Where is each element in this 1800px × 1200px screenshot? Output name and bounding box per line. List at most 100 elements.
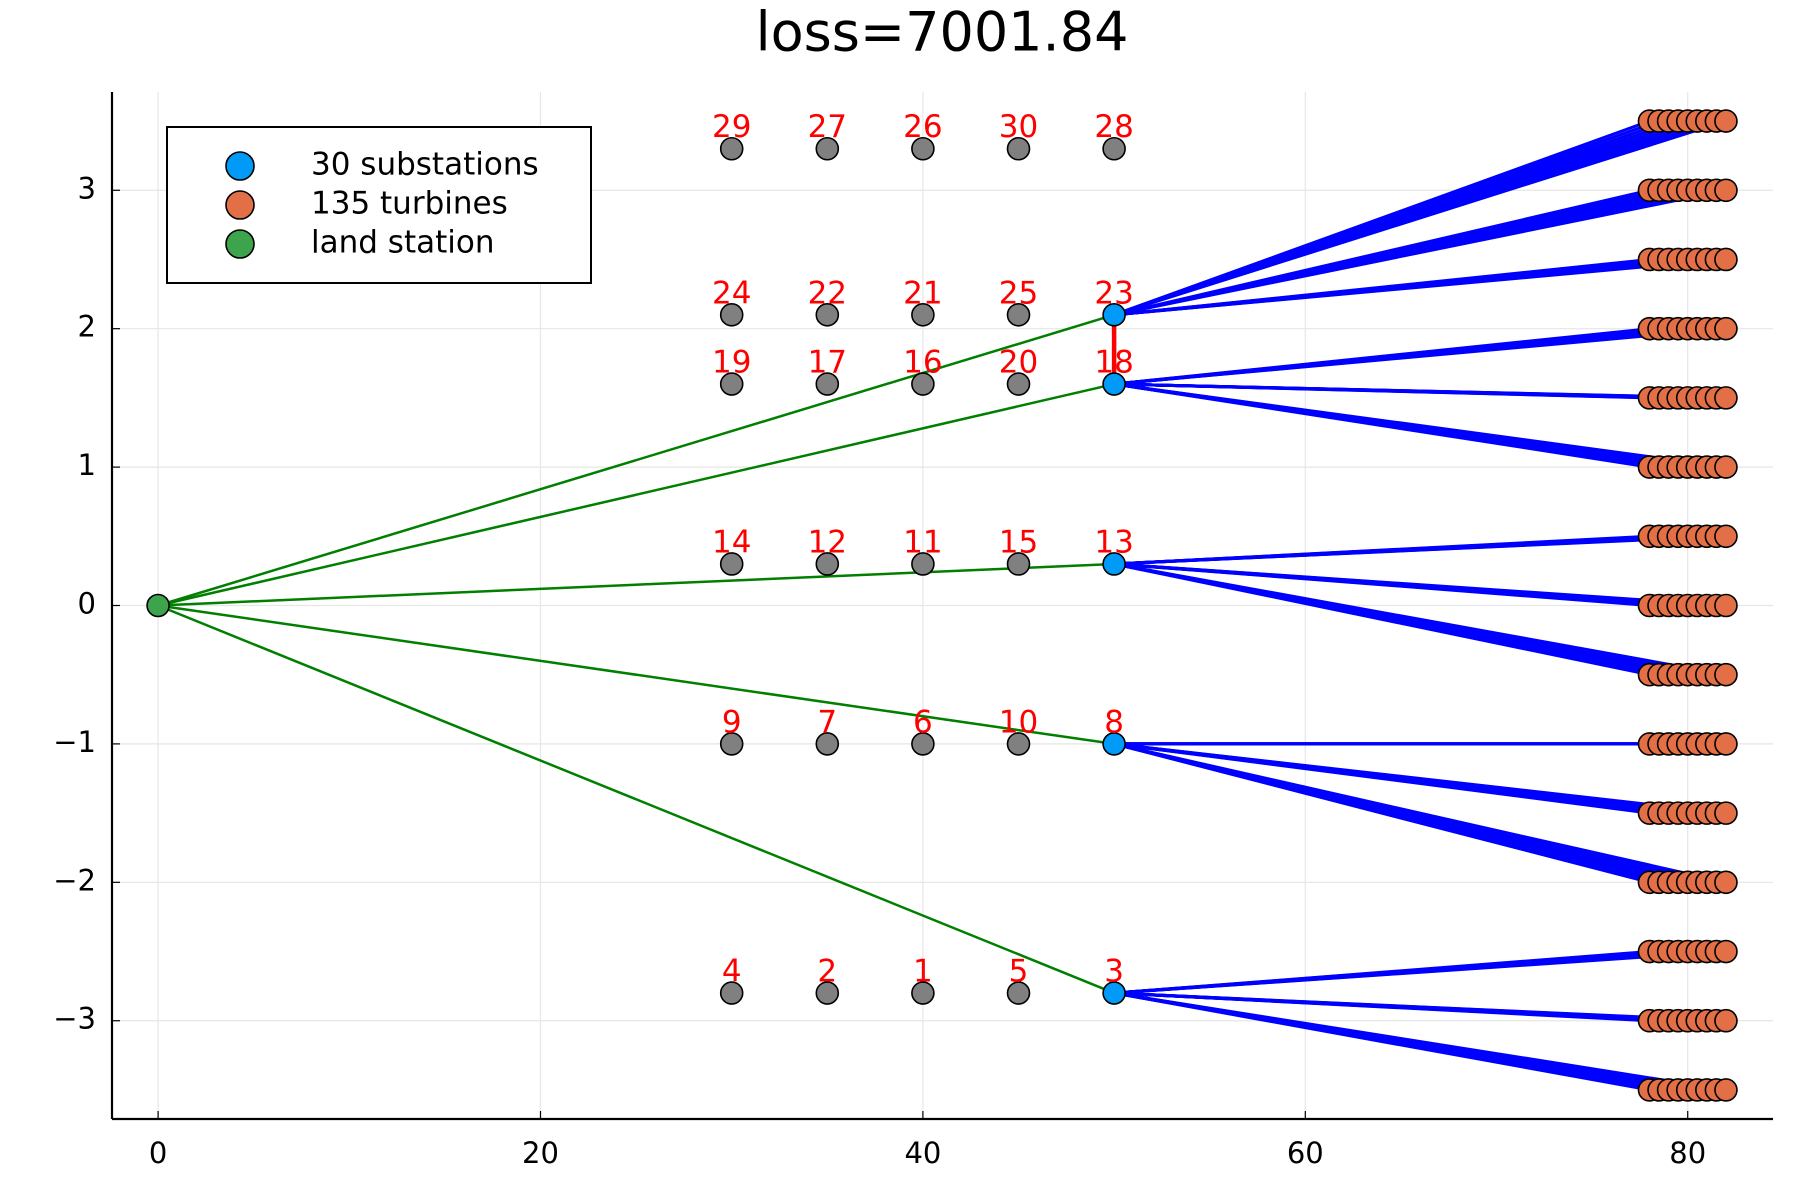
cable	[1113, 991, 1727, 1092]
cable	[1114, 562, 1727, 607]
legend-label: land station	[311, 225, 494, 261]
land-link	[158, 562, 1115, 607]
substation-point	[719, 372, 744, 396]
x-tick-label: 20	[522, 1136, 559, 1170]
y-tick-label: −2	[53, 863, 96, 897]
turbine-point	[1714, 662, 1738, 687]
substation-label: 9	[722, 704, 742, 740]
substation-label: 29	[712, 109, 751, 145]
substation-point	[1006, 303, 1031, 327]
y-tick-label: 0	[78, 587, 96, 621]
substation-label: 6	[913, 704, 933, 740]
legend-marker	[225, 229, 255, 259]
land-link	[157, 604, 1115, 995]
x-tick-label: 0	[149, 1136, 167, 1170]
x-tick-label: 80	[1669, 1136, 1706, 1170]
turbine-point	[1714, 801, 1738, 825]
legend-marker	[225, 151, 255, 181]
land-station-point	[146, 593, 170, 618]
substation-label: 27	[808, 109, 847, 145]
cable	[1113, 562, 1727, 677]
turbine-point	[1714, 870, 1738, 895]
y-tick-label: 3	[78, 171, 96, 205]
legend-label: 30 substations	[311, 147, 539, 183]
substation-label: 16	[903, 345, 942, 381]
substation-point	[911, 136, 935, 161]
substation-point	[1102, 552, 1126, 576]
cable	[1113, 742, 1727, 815]
cable	[1114, 534, 1727, 566]
turbine-point	[1714, 939, 1738, 964]
substation-point	[815, 552, 840, 576]
substation-point	[1102, 303, 1126, 327]
substation-label: 22	[808, 275, 847, 311]
turbine-point	[1714, 109, 1738, 133]
y-tick-label: 2	[78, 310, 96, 344]
turbine-point	[1714, 1078, 1738, 1102]
y-tick-label: −1	[53, 725, 96, 759]
substation-point	[911, 981, 935, 1005]
y-tick-label: −3	[53, 1002, 96, 1036]
substation-label: 25	[999, 275, 1038, 311]
substation-label: 28	[1094, 109, 1133, 145]
substation-point	[911, 732, 935, 756]
substation-label: 26	[903, 109, 942, 145]
turbine-point	[1714, 247, 1738, 272]
substation-point	[1006, 732, 1031, 756]
substation-label: 3	[1104, 954, 1124, 990]
land-link	[157, 382, 1115, 607]
cable	[1113, 188, 1727, 317]
cable	[1113, 742, 1727, 884]
substation-label: 13	[1094, 524, 1133, 560]
turbine-point	[1714, 593, 1738, 618]
cable	[1114, 382, 1726, 400]
turbine-point	[1714, 732, 1738, 756]
substation-point	[1102, 372, 1126, 396]
substation-point	[911, 303, 935, 327]
substation-point	[1102, 136, 1126, 161]
chart-title: loss=7001.84	[756, 1, 1129, 64]
cable	[1113, 119, 1727, 317]
substation-label: 18	[1094, 345, 1133, 381]
y-tick-label: 1	[78, 448, 96, 482]
substation-label: 30	[999, 109, 1038, 145]
substation-label: 19	[712, 345, 751, 381]
substation-point	[815, 372, 840, 396]
substation-point	[1102, 981, 1126, 1005]
substation-label: 21	[903, 275, 942, 311]
cable	[1113, 257, 1727, 317]
turbine-point	[1714, 178, 1738, 203]
substation-point	[1006, 136, 1031, 161]
substation-label: 8	[1104, 704, 1124, 740]
substation-point	[1102, 732, 1126, 756]
cable	[1113, 382, 1727, 469]
substation-label: 1	[913, 954, 933, 990]
substation-label: 11	[903, 524, 942, 560]
substation-point	[815, 136, 840, 161]
substation-point	[1006, 372, 1031, 396]
cable	[1114, 950, 1727, 995]
substation-label: 14	[712, 524, 751, 560]
turbine-point	[1714, 386, 1738, 410]
substation-label: 7	[817, 704, 837, 740]
cable	[1114, 991, 1727, 1023]
land-link	[157, 313, 1115, 607]
turbine-point	[1714, 316, 1738, 341]
substation-label: 24	[712, 275, 751, 311]
turbine-point	[1714, 524, 1738, 549]
substation-label: 5	[1009, 954, 1029, 990]
substation-label: 4	[722, 954, 742, 990]
substation-point	[911, 552, 935, 576]
substation-point	[1006, 552, 1031, 576]
substation-point	[815, 303, 840, 327]
turbine-point	[1714, 1008, 1738, 1033]
substation-point	[815, 981, 840, 1005]
x-tick-label: 60	[1287, 1136, 1324, 1170]
land-link	[157, 604, 1115, 746]
substation-label: 12	[808, 524, 847, 560]
turbine-point	[1714, 455, 1738, 479]
substation-point	[911, 372, 935, 396]
substation-point	[719, 136, 744, 161]
